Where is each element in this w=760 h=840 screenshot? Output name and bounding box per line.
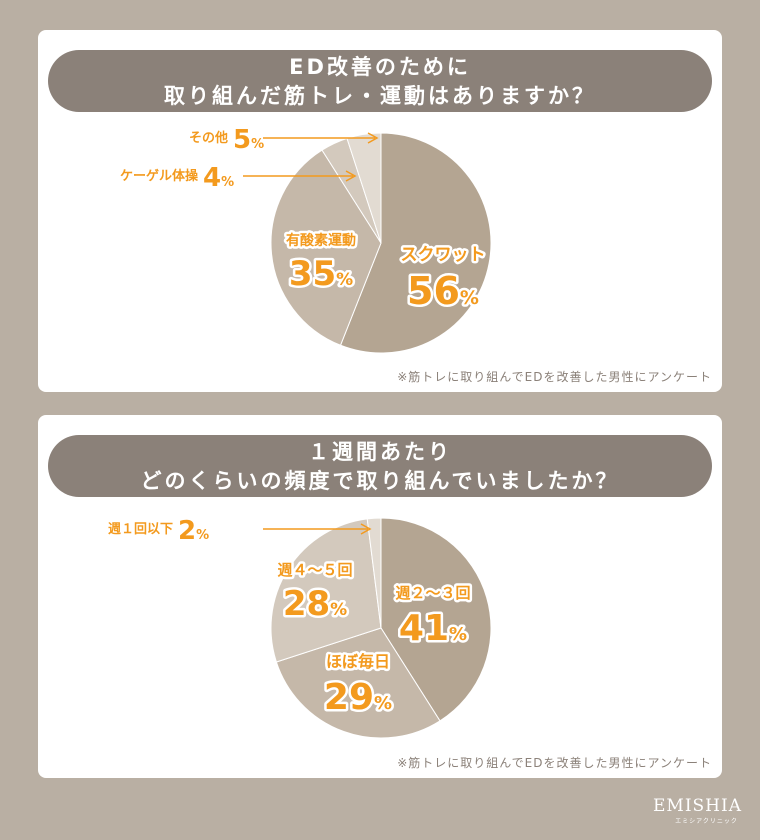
slice-label: スクワット: [401, 245, 486, 265]
slice-value: 41%: [399, 608, 467, 649]
slice-value: 5%: [233, 125, 264, 155]
chart-card-2: １週間あたり どのくらいの頻度で取り組んでいましたか？ 週２〜３回 41% ほぼ毎日 2…: [38, 415, 722, 778]
slice-value: 28%: [283, 584, 347, 624]
chart-note-2: ※筋トレに取り組んでEDを改善した男性にアンケート: [397, 756, 712, 770]
pie-slice: [380, 517, 492, 722]
arrow-head-icon: [360, 523, 372, 535]
chart-title-1: ED改善のために 取り組んだ筋トレ・運動はありますか？: [48, 50, 712, 112]
slice-label: 有酸素運動: [286, 232, 356, 249]
arrow-head-icon: [345, 170, 357, 182]
pie-slice: [366, 517, 382, 629]
pie-slice: [270, 518, 382, 663]
chart-title-2: １週間あたり どのくらいの頻度で取り組んでいましたか？: [48, 435, 712, 497]
pie-slice: [270, 149, 382, 346]
slice-label: ほぼ毎日: [326, 652, 390, 671]
slice-label: ケーゲル体操: [120, 168, 198, 184]
chart-card-1: ED改善のために 取り組んだ筋トレ・運動はありますか？ スクワット 56% 有酸素運動…: [38, 30, 722, 392]
slice-label: 週４〜５回: [277, 561, 352, 579]
chart-note-1: ※筋トレに取り組んでEDを改善した男性にアンケート: [397, 370, 712, 384]
slice-label: 週２〜３回: [395, 584, 470, 602]
arrow-head-icon: [367, 132, 379, 144]
slice-label: その他: [189, 130, 228, 146]
emishia-logo: EMISHIA エミシアクリニック: [653, 796, 742, 825]
pie-slice: [339, 132, 492, 354]
slice-value: 35%: [289, 254, 353, 294]
slice-value: 2%: [178, 516, 209, 546]
pie-slice: [275, 627, 441, 739]
slice-label: 週１回以下: [108, 522, 173, 537]
slice-value: 4%: [203, 163, 234, 193]
